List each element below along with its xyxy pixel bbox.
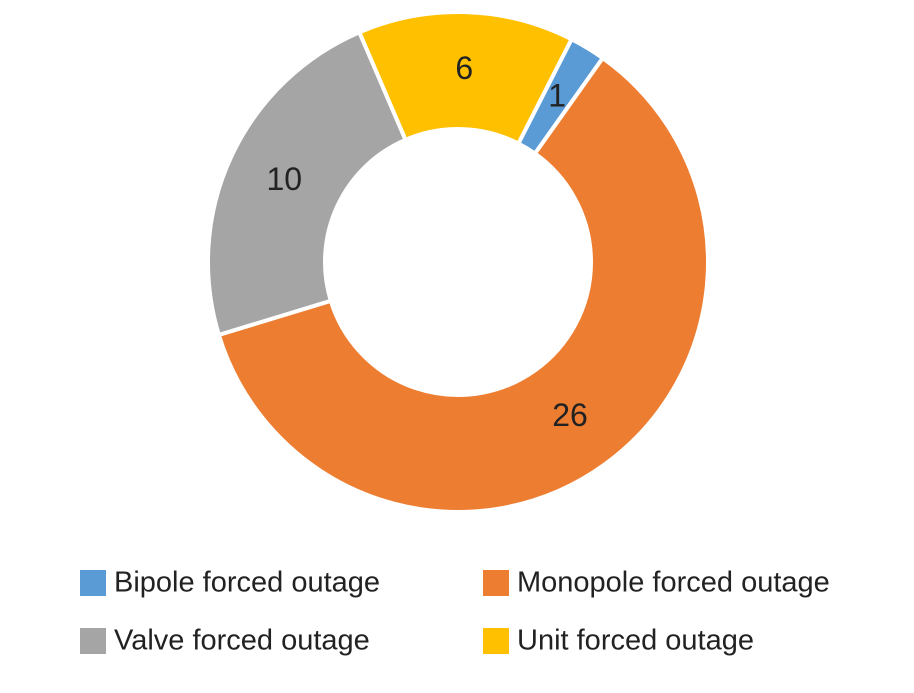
data-label: 1 (548, 78, 566, 114)
legend-swatch (483, 628, 509, 654)
legend-label: Unit forced outage (517, 625, 754, 657)
legend-label: Valve forced outage (114, 625, 370, 657)
legend-label: Bipole forced outage (114, 567, 380, 599)
donut-slice (216, 55, 710, 514)
legend-swatch (483, 570, 509, 596)
legend-swatch (80, 570, 106, 596)
donut-slice (206, 29, 409, 338)
legend-swatch (80, 628, 106, 654)
data-label: 6 (455, 50, 473, 86)
donut-slice (356, 10, 575, 147)
legend-label: Monopole forced outage (517, 567, 830, 599)
data-label: 10 (267, 161, 303, 197)
data-label: 26 (552, 397, 588, 433)
